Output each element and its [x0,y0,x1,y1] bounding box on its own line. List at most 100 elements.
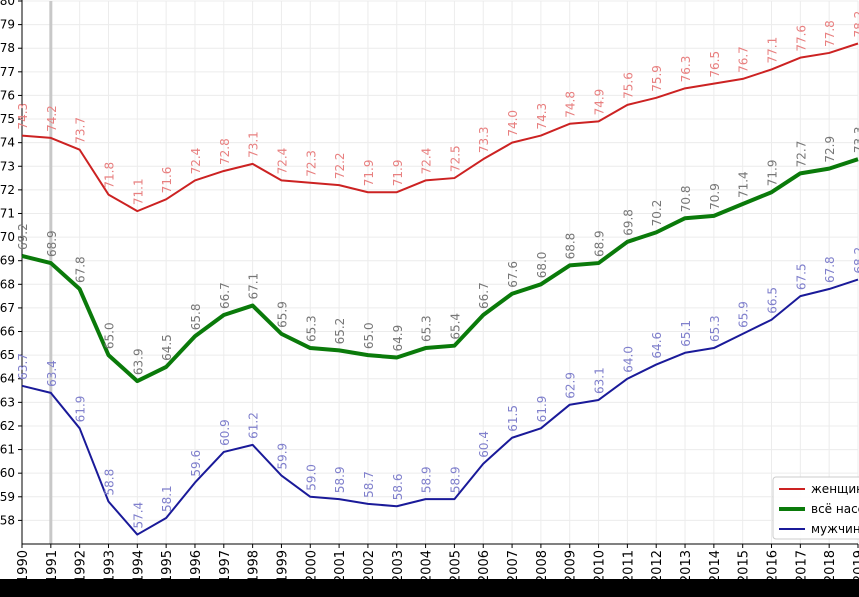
y-tick-label: 76 [0,88,15,102]
data-label: 71.9 [391,160,405,187]
y-tick-label: 64 [0,372,15,386]
x-tick-label: 2000 [304,550,319,583]
x-tick-label: 1996 [189,550,204,583]
data-label: 65.3 [420,315,434,342]
x-tick-label: 2015 [737,550,752,583]
x-tick-label: 2019 [852,550,859,583]
x-tick-label: 1999 [275,550,290,583]
x-tick-label: 1992 [74,550,89,583]
series-line-1 [21,157,859,384]
data-label: 62.9 [564,372,578,399]
data-label: 64.9 [391,325,405,352]
data-label: 59.6 [189,450,203,477]
y-tick-label: 74 [0,136,15,150]
data-label: 72.9 [823,136,837,163]
data-label: 66.7 [477,282,491,309]
x-tick-label: 1998 [247,550,262,583]
legend-box [772,476,859,540]
data-label: 61.9 [74,396,88,423]
data-label: 74.0 [506,110,520,137]
data-label: 58.9 [333,466,347,493]
data-label: 65.9 [737,301,751,328]
data-label: 72.2 [333,152,347,179]
x-tick-label: 2008 [535,550,550,583]
x-tick-label: 2003 [391,550,406,583]
data-label: 76.5 [708,51,722,78]
x-axis-ticks: 1990 1991 1992 1993 1994 1995 1996 1997 1998 1999… [16,544,859,583]
y-axis-ticks: 58 59 60 61 62 63 64 65 66 67 68 69 70 71 72 73 74 75 76 77… [0,0,22,527]
data-label: 72.4 [189,148,203,175]
y-tick-label: 73 [0,159,15,173]
bottom-bar [0,579,859,597]
data-label: 58.9 [448,466,462,493]
data-label: 67.8 [823,256,837,283]
y-tick-label: 59 [0,490,15,504]
y-tick-label: 68 [0,277,15,291]
data-label: 72.8 [218,138,232,165]
data-label: 76.3 [679,56,693,83]
x-tick-label: 2017 [794,550,809,583]
data-label: 77.6 [794,25,808,52]
x-tick-label: 2011 [621,550,636,583]
data-label: 71.9 [362,160,376,187]
x-tick-label: 2012 [650,550,665,583]
y-tick-label: 71 [0,206,15,220]
data-label: 70.9 [708,183,722,210]
data-label: 68.9 [45,230,59,257]
data-label: 77.1 [766,37,780,64]
y-tick-label: 70 [0,230,15,244]
data-labels: 74.3 74.2 73.7 71.8 71.1 71.6 72.4 72.8 73.1 72.4… [16,11,859,529]
data-label: 66.7 [218,282,232,309]
y-tick-label: 72 [0,183,15,197]
series-line-0 [21,42,859,213]
data-label: 65.8 [189,304,203,331]
y-tick-label: 67 [0,301,15,315]
data-label: 63.9 [131,348,145,375]
x-tick-label: 1997 [218,550,233,583]
data-label: 58.8 [102,469,116,496]
data-label: 73.1 [247,131,261,158]
x-tick-label: 2009 [564,550,579,583]
data-label: 74.8 [564,91,578,118]
data-label: 74.9 [593,89,607,116]
data-label: 71.1 [131,178,145,205]
data-label: 65.1 [679,320,693,347]
data-label: 64.6 [650,332,664,359]
y-tick-label: 79 [0,18,15,32]
data-label: 73.7 [74,117,88,144]
data-label: 65.4 [448,313,462,340]
data-label: 58.9 [420,466,434,493]
data-label: 72.3 [304,150,318,177]
legend: женщины всё население мужчины [772,476,859,540]
x-tick-label: 1991 [45,550,60,583]
data-label: 60.9 [218,419,232,446]
x-tick-label: 2016 [766,550,781,583]
data-label: 69.8 [621,209,635,236]
data-label: 72.4 [275,148,289,175]
series-line-2 [21,278,859,536]
data-label: 61.5 [506,405,520,432]
data-label: 68.2 [852,247,859,274]
data-label: 68.8 [564,233,578,260]
data-label: 68.9 [593,230,607,257]
y-tick-label: 58 [0,513,15,527]
data-label: 65.2 [333,318,347,345]
data-label: 59.9 [275,443,289,470]
legend-label: мужчины [811,522,859,536]
y-tick-label: 65 [0,348,15,362]
x-tick-label: 2001 [333,550,348,583]
x-tick-label: 2002 [362,550,377,583]
y-tick-label: 75 [0,112,15,126]
x-tick-label: 2007 [506,550,521,583]
data-label: 71.9 [766,160,780,187]
data-label: 60.4 [477,431,491,458]
data-label: 70.2 [650,200,664,227]
data-label: 73.3 [477,126,491,153]
data-label: 72.4 [420,148,434,175]
legend-label: женщины [811,482,859,496]
data-label: 63.7 [16,353,30,380]
x-tick-label: 2013 [679,550,694,583]
legend-label: всё население [811,502,859,516]
data-label: 72.5 [448,145,462,172]
